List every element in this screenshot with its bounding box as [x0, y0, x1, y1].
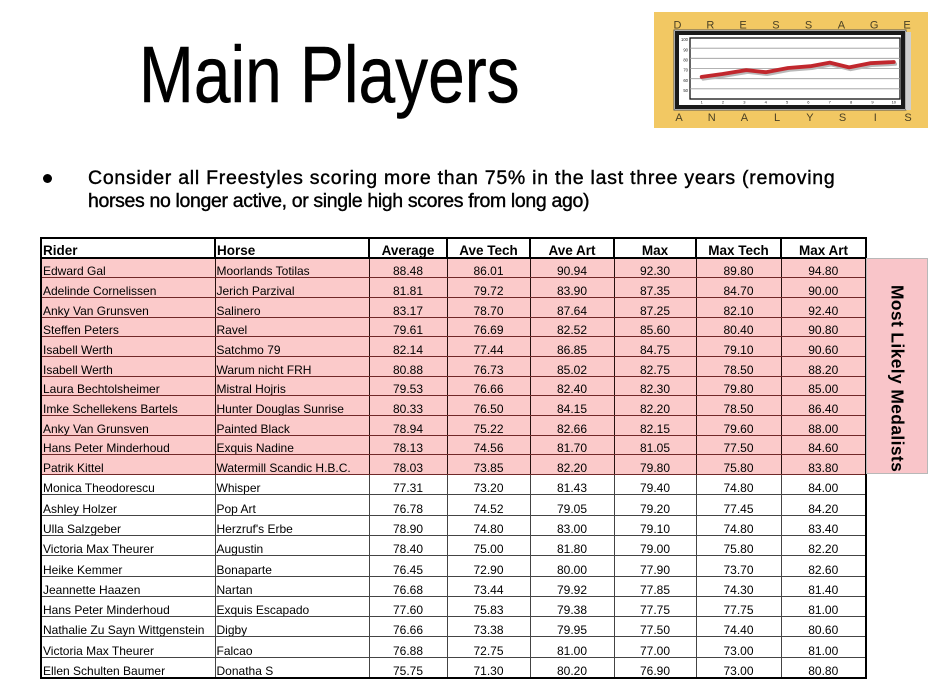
- svg-text:5: 5: [786, 100, 789, 105]
- svg-text:4: 4: [765, 100, 768, 105]
- svg-text:90: 90: [683, 47, 688, 52]
- svg-text:L: L: [774, 112, 780, 124]
- svg-text:1: 1: [701, 100, 704, 105]
- svg-text:6: 6: [807, 100, 810, 105]
- svg-text:2: 2: [722, 100, 725, 105]
- svg-text:Y: Y: [806, 112, 814, 124]
- svg-text:8: 8: [850, 100, 853, 105]
- svg-text:9: 9: [871, 100, 874, 105]
- svg-text:A: A: [838, 20, 846, 32]
- svg-text:80: 80: [683, 58, 688, 63]
- svg-text:7: 7: [829, 100, 832, 105]
- svg-text:S: S: [805, 20, 812, 32]
- svg-text:D: D: [674, 20, 682, 32]
- svg-text:10: 10: [892, 100, 897, 105]
- svg-text:I: I: [874, 112, 877, 124]
- svg-text:3: 3: [743, 100, 746, 105]
- svg-text:70: 70: [683, 68, 688, 73]
- svg-text:R: R: [706, 20, 714, 32]
- svg-text:A: A: [675, 112, 683, 124]
- svg-text:S: S: [904, 112, 911, 124]
- svg-text:S: S: [839, 112, 846, 124]
- svg-text:50: 50: [683, 88, 688, 93]
- svg-text:S: S: [772, 20, 779, 32]
- svg-text:E: E: [903, 20, 910, 32]
- svg-text:E: E: [739, 20, 746, 32]
- svg-text:60: 60: [683, 78, 688, 83]
- svg-text:G: G: [870, 20, 879, 32]
- svg-text:N: N: [708, 112, 716, 124]
- svg-text:100: 100: [681, 37, 689, 42]
- svg-text:A: A: [741, 112, 749, 124]
